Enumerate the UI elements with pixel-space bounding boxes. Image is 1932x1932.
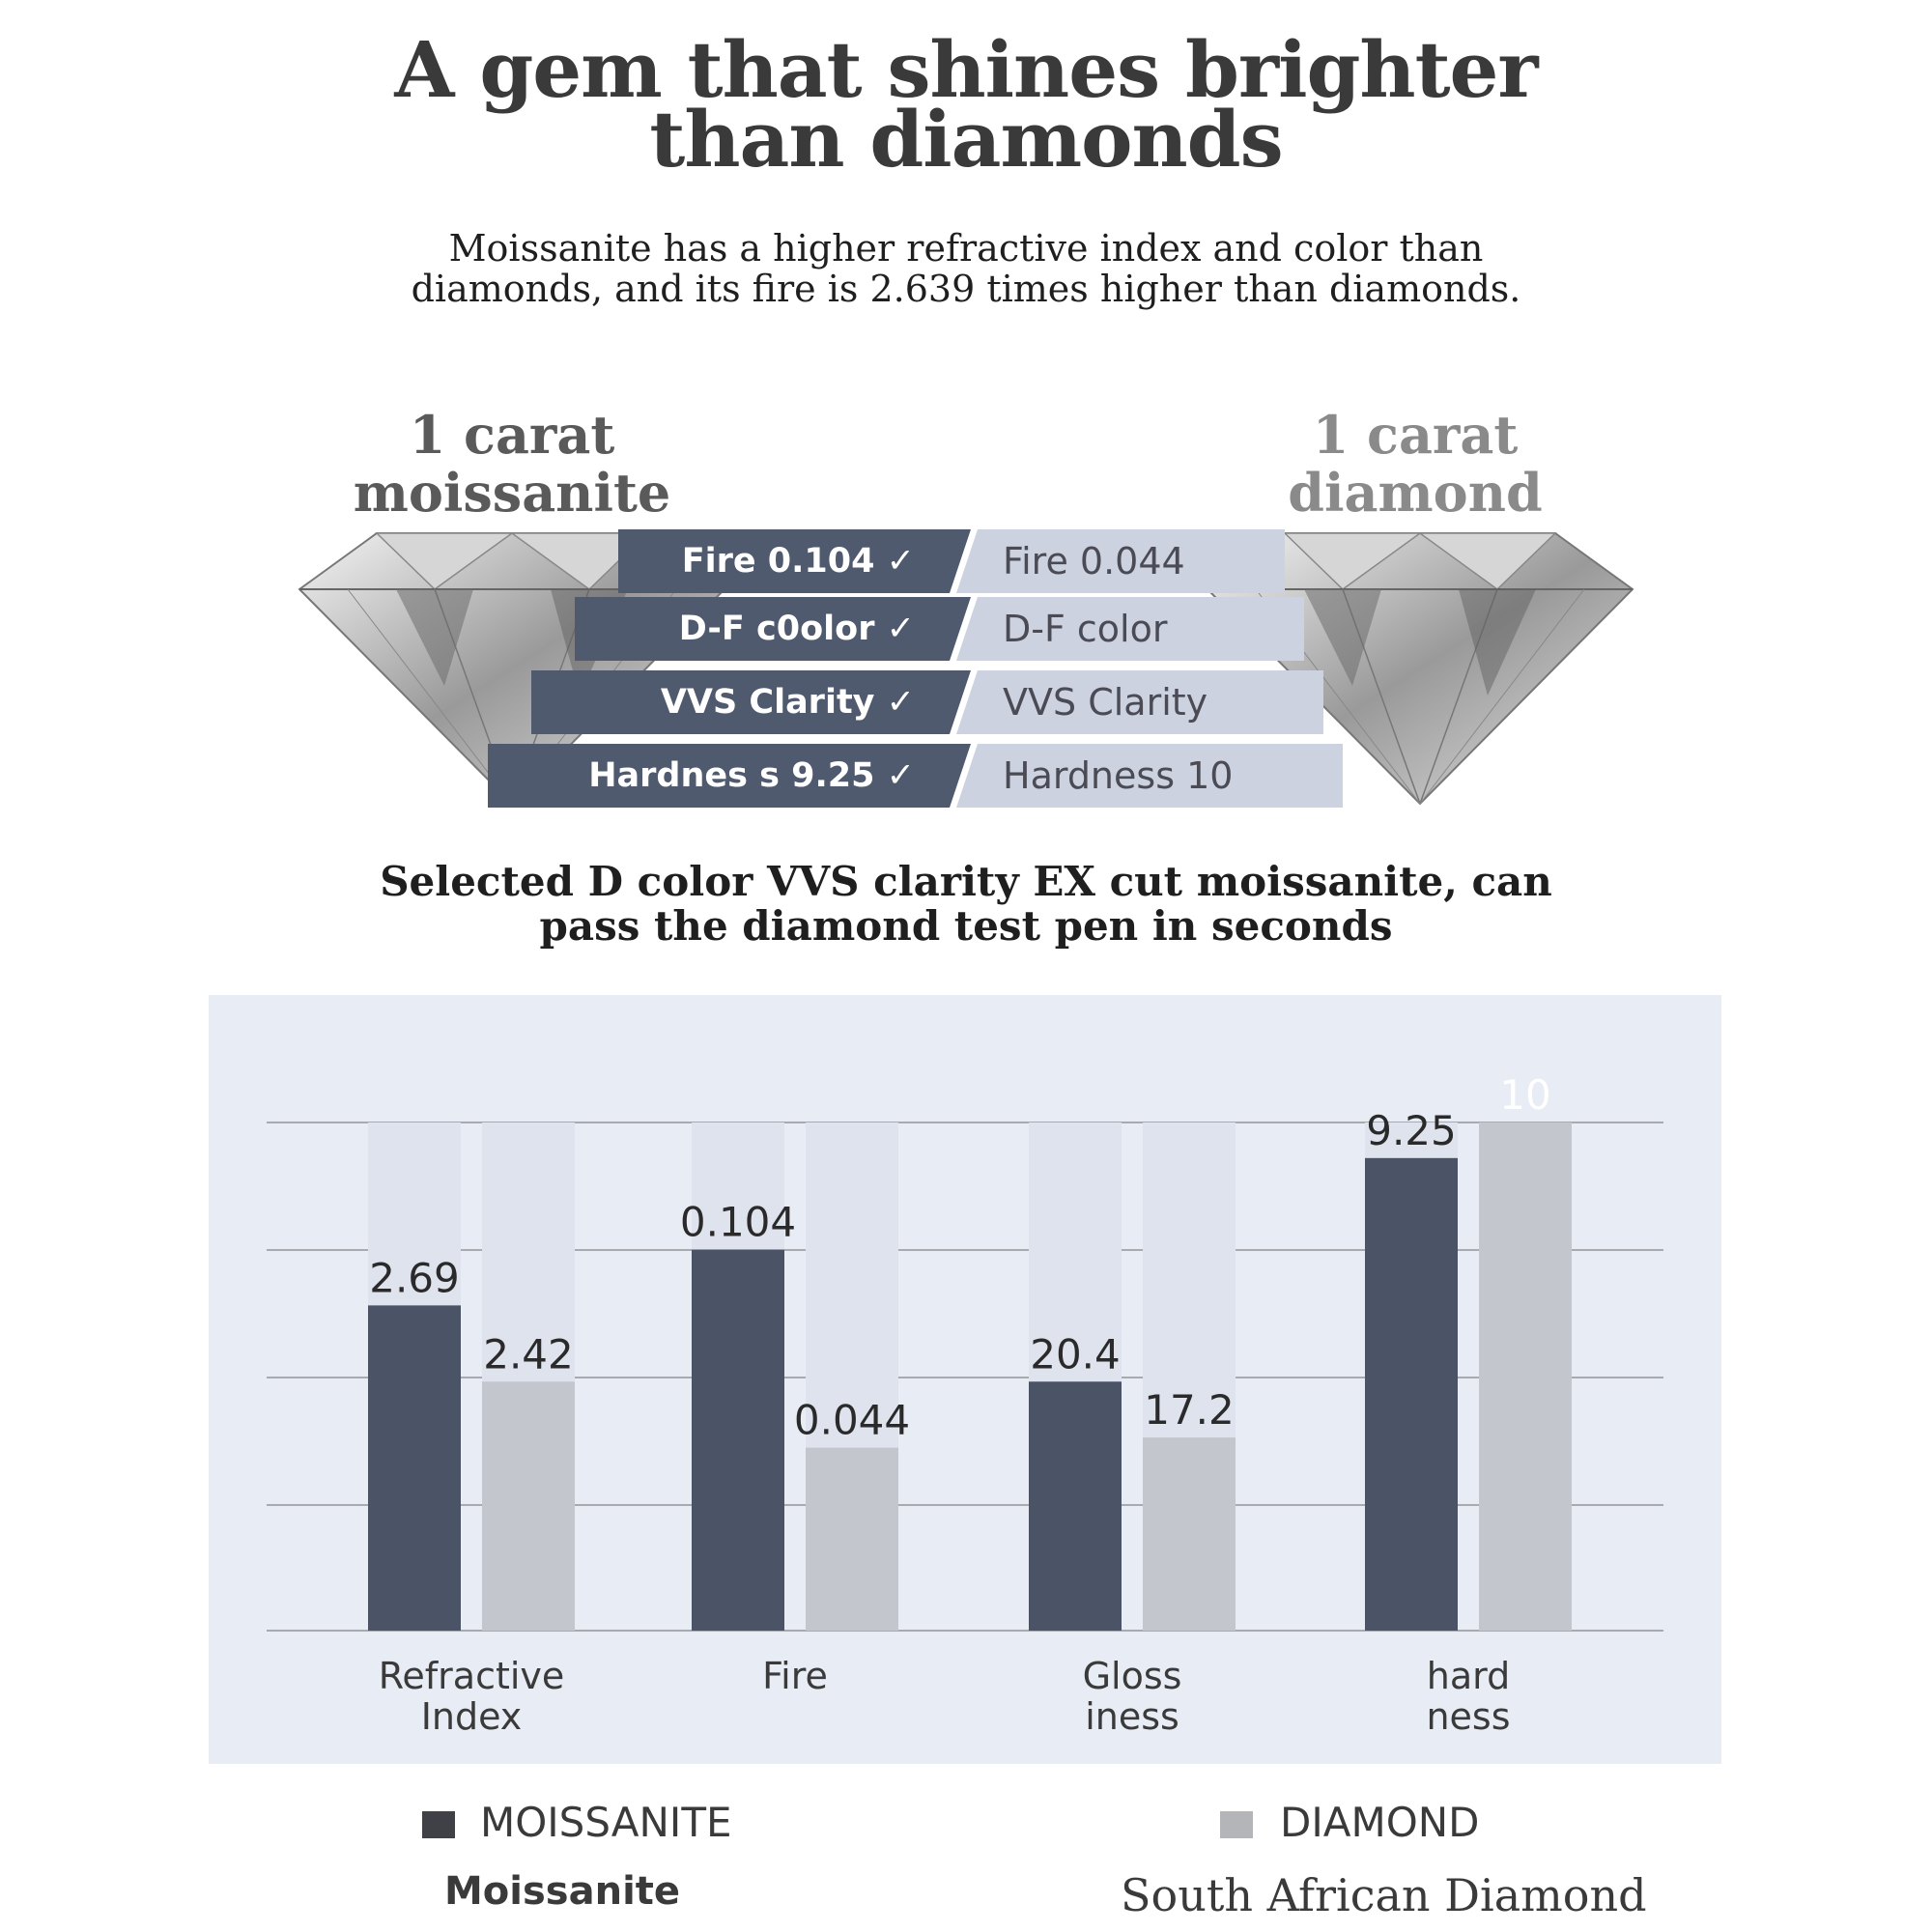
diamond-spec: VVS Clarity [956, 670, 1323, 734]
moissanite-carat-line-1: 1 carat [409, 404, 615, 466]
data-label: 2.42 [483, 1330, 574, 1378]
legend-swatch-diamond [1220, 1811, 1253, 1838]
diamond-carat-line-2: diamond [1288, 462, 1543, 524]
diamond-gem-image [1206, 532, 1634, 806]
moissanite-spec: Hardnes s 9.25 ✓ [488, 744, 971, 808]
diamond-caption: South African Diamond [1121, 1869, 1647, 1921]
bar-moissanite [692, 1249, 784, 1631]
moissanite-carat-line-2: moissanite [353, 462, 671, 524]
legend-label-diamond: DIAMOND [1280, 1799, 1480, 1846]
diamond-spec: Fire 0.044 [956, 529, 1285, 593]
bar-diamond [482, 1381, 575, 1631]
bar-moissanite [368, 1305, 461, 1631]
legend-label-moissanite: MOISSANITE [480, 1799, 732, 1846]
bar-diamond [1479, 1122, 1572, 1631]
data-label: 20.4 [1030, 1330, 1121, 1378]
title-line-2: than diamonds [649, 94, 1283, 185]
bar-diamond [806, 1447, 898, 1631]
diamond-carat-label: 1 carat diamond [1212, 406, 1618, 522]
moissanite-caption: Moissanite [444, 1869, 681, 1914]
data-label: 10 [1499, 1071, 1550, 1119]
moissanite-carat-label: 1 carat moissanite [309, 406, 715, 522]
data-label: 0.044 [794, 1397, 910, 1444]
diamond-spec: D-F color [956, 597, 1304, 661]
data-label: 0.104 [680, 1199, 796, 1246]
bar-diamond [1143, 1437, 1236, 1631]
subtitle-line-2: diamonds, and its fire is 2.639 times hi… [411, 268, 1521, 310]
selected-line-2: pass the diamond test pen in seconds [539, 902, 1393, 950]
category-label: Gloss [1083, 1655, 1182, 1697]
legend-swatch-moissanite [422, 1811, 455, 1838]
subtitle-line-1: Moissanite has a higher refractive index… [448, 227, 1484, 270]
category-label: Refractive [379, 1655, 565, 1697]
moissanite-spec: VVS Clarity ✓ [531, 670, 971, 734]
bar-moissanite [1029, 1381, 1122, 1631]
category-label: Fire [762, 1655, 828, 1697]
moissanite-spec: D-F c0olor ✓ [575, 597, 971, 661]
category-label: Index [421, 1695, 523, 1738]
category-label: hard [1427, 1655, 1510, 1697]
diamond-spec: Hardness 10 [956, 744, 1343, 808]
data-label: 9.25 [1366, 1107, 1457, 1154]
diamond-carat-line-1: 1 carat [1312, 404, 1519, 466]
page-title: A gem that shines brighter than diamonds [0, 24, 1932, 185]
bar-moissanite [1365, 1157, 1458, 1631]
moissanite-spec: Fire 0.104 ✓ [618, 529, 971, 593]
data-label: 17.2 [1144, 1386, 1235, 1434]
category-label: iness [1085, 1695, 1179, 1738]
selected-line-1: Selected D color VVS clarity EX cut mois… [380, 858, 1552, 905]
category-label: ness [1426, 1695, 1510, 1738]
page-subtitle: Moissanite has a higher refractive index… [0, 228, 1932, 309]
data-label: 2.69 [369, 1254, 460, 1301]
selected-description: Selected D color VVS clarity EX cut mois… [0, 860, 1932, 949]
title-line-1: A gem that shines brighter [394, 24, 1538, 115]
